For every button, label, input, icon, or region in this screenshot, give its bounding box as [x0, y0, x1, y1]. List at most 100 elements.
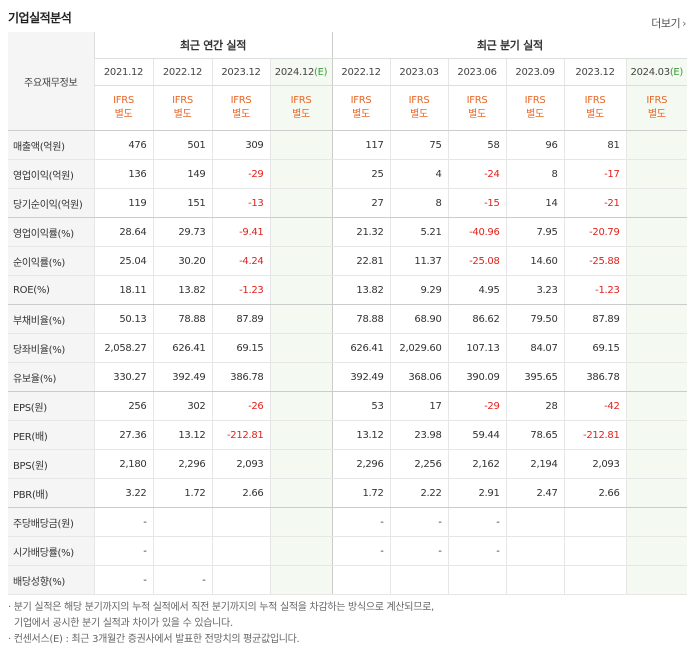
quarterly-period-4: 2023.12	[563, 58, 627, 86]
quarterly-value	[625, 478, 688, 508]
quarterly-value: 14	[505, 188, 565, 218]
chevron-right-icon: ›	[682, 16, 686, 30]
financial-summary-table: 주요재무정보 최근 연간 실적 최근 분기 실적 2021.12 2022.12 2…	[8, 32, 688, 595]
quarterly-value: 2.47	[505, 478, 565, 508]
annual-value	[269, 536, 333, 566]
quarterly-period-5: 2024.03(E)	[625, 58, 688, 86]
quarterly-value: 2,162	[447, 449, 507, 479]
annual-value: 501	[152, 130, 212, 160]
row-label: BPS(원)	[8, 449, 94, 479]
annual-value: 30.20	[152, 246, 212, 276]
table-row: 순이익률(%) 25.04 30.20 -4.24 22.81 11.37 -25.08 14…	[8, 246, 688, 276]
annual-basis-2: IFRS 별도	[211, 85, 270, 131]
annual-group-header: 최근 연간 실적	[93, 32, 333, 59]
row-label: 순이익률(%)	[8, 246, 94, 276]
quarterly-value: -24	[447, 159, 507, 189]
annual-value: 18.11	[93, 275, 153, 305]
quarterly-value: -25.08	[447, 246, 507, 276]
annual-value: 69.15	[211, 333, 270, 363]
annual-value	[269, 275, 333, 305]
quarterly-value: -29	[447, 391, 507, 421]
row-label: PER(배)	[8, 420, 94, 450]
annual-value: 28.64	[93, 217, 153, 247]
annual-value: 1.72	[152, 478, 212, 508]
annual-value: -	[93, 565, 153, 595]
annual-value	[211, 507, 270, 537]
quarterly-value: 368.06	[389, 362, 449, 392]
quarterly-value: 84.07	[505, 333, 565, 363]
annual-value: -26	[211, 391, 270, 421]
quarterly-value: 390.09	[447, 362, 507, 392]
row-label: 영업이익(억원)	[8, 159, 94, 189]
quarterly-value: 14.60	[505, 246, 565, 276]
annual-value: -212.81	[211, 420, 270, 450]
quarterly-value: -20.79	[563, 217, 627, 247]
quarterly-period-3: 2023.09	[505, 58, 565, 86]
annual-value	[269, 159, 333, 189]
annual-period-3: 2024.12(E)	[269, 58, 333, 86]
quarterly-value: 4.95	[447, 275, 507, 305]
quarterly-basis-0: IFRS 별도	[331, 85, 391, 131]
quarterly-value: 28	[505, 391, 565, 421]
quarterly-value	[625, 420, 688, 450]
annual-value: 13.12	[152, 420, 212, 450]
quarterly-value: 78.65	[505, 420, 565, 450]
annual-basis-0: IFRS 별도	[93, 85, 153, 131]
quarterly-value: -	[389, 536, 449, 566]
quarterly-value	[563, 565, 627, 595]
annual-value: 78.88	[152, 304, 212, 334]
annual-value: 330.27	[93, 362, 153, 392]
annual-period-0: 2021.12	[93, 58, 153, 86]
quarterly-period-0: 2022.12	[331, 58, 391, 86]
annual-value: 13.82	[152, 275, 212, 305]
quarterly-basis-5: IFRS 별도	[625, 85, 688, 131]
annual-value: -	[93, 536, 153, 566]
annual-value: 87.89	[211, 304, 270, 334]
row-label: 영업이익률(%)	[8, 217, 94, 247]
table-row: 시가배당률(%) - - - -	[8, 536, 688, 566]
quarterly-value: -40.96	[447, 217, 507, 247]
annual-value	[269, 478, 333, 508]
quarterly-value	[625, 130, 688, 160]
annual-value	[211, 536, 270, 566]
quarterly-value: 9.29	[389, 275, 449, 305]
row-label: 배당성향(%)	[8, 565, 94, 595]
annual-basis-1: IFRS 별도	[152, 85, 212, 131]
quarterly-value: 2,093	[563, 449, 627, 479]
annual-value: 386.78	[211, 362, 270, 392]
annual-value: -4.24	[211, 246, 270, 276]
quarterly-value	[625, 246, 688, 276]
table-row: PER(배) 27.36 13.12 -212.81 13.12 23.98 59.44 78…	[8, 420, 688, 450]
quarterly-value: 2,029.60	[389, 333, 449, 363]
quarterly-value	[331, 565, 391, 595]
quarterly-value: 13.82	[331, 275, 391, 305]
annual-value: 309	[211, 130, 270, 160]
quarterly-value	[625, 304, 688, 334]
quarterly-value	[505, 507, 565, 537]
quarterly-value: 2.66	[563, 478, 627, 508]
quarterly-value	[625, 159, 688, 189]
annual-value: -29	[211, 159, 270, 189]
annual-value	[269, 449, 333, 479]
quarterly-value	[625, 536, 688, 566]
table-row: ROE(%) 18.11 13.82 -1.23 13.82 9.29 4.95 3.23 -1…	[8, 275, 688, 305]
annual-value: -9.41	[211, 217, 270, 247]
quarterly-value	[625, 217, 688, 247]
annual-value	[269, 130, 333, 160]
table-row: 유보율(%) 330.27 392.49 386.78 392.49 368.06 390.…	[8, 362, 688, 392]
annual-value: 50.13	[93, 304, 153, 334]
quarterly-value: 2,296	[331, 449, 391, 479]
quarterly-basis-1: IFRS 별도	[389, 85, 449, 131]
quarterly-value: 86.62	[447, 304, 507, 334]
quarterly-group-header: 최근 분기 실적	[332, 32, 688, 59]
quarterly-value: 87.89	[563, 304, 627, 334]
quarterly-value: 21.32	[331, 217, 391, 247]
annual-value	[152, 536, 212, 566]
quarterly-value: 58	[447, 130, 507, 160]
table-row: 당기순이익(억원) 119 151 -13 27 8 -15 14 -21	[8, 188, 688, 218]
quarterly-value	[447, 565, 507, 595]
annual-period-2: 2023.12	[211, 58, 270, 86]
quarterly-value: 395.65	[505, 362, 565, 392]
more-link[interactable]: 더보기 ›	[651, 15, 686, 31]
quarterly-value: 13.12	[331, 420, 391, 450]
